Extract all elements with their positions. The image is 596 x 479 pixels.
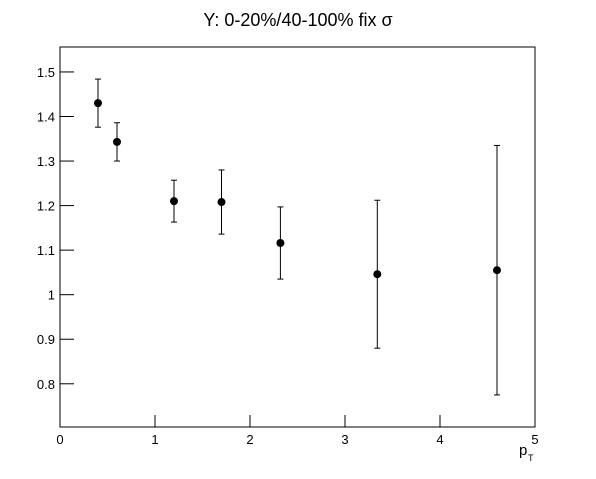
y-tick-label: 1.4: [37, 109, 55, 124]
x-axis-label: p: [519, 442, 527, 459]
y-tick-label: 0.9: [37, 332, 55, 347]
x-tick-label: 3: [341, 432, 348, 447]
x-tick-label: 0: [56, 432, 63, 447]
data-point: [493, 266, 501, 275]
plot-frame: [59, 46, 536, 428]
y-tick-label: 1.2: [37, 199, 55, 214]
chart-title: Y: 0-20%/40-100% fix σ: [203, 10, 392, 30]
data-point: [373, 270, 382, 279]
y-tick-label: 1.3: [37, 154, 55, 169]
data-point: [276, 239, 285, 248]
y-tick-label: 1: [48, 288, 55, 303]
x-tick-label: 2: [246, 432, 253, 447]
y-tick-label: 1.5: [37, 65, 55, 80]
data-point: [113, 137, 121, 146]
y-tick-label: 1.1: [37, 243, 55, 258]
x-axis-label-subscript: T: [528, 453, 534, 463]
data-point: [94, 99, 102, 108]
y-tick-label: 0.8: [37, 377, 55, 392]
x-tick-label: 4: [436, 432, 443, 447]
x-tick-label: 1: [151, 432, 158, 447]
data-point: [217, 198, 226, 207]
data-point: [170, 197, 178, 206]
x-tick-label: 5: [531, 432, 538, 447]
